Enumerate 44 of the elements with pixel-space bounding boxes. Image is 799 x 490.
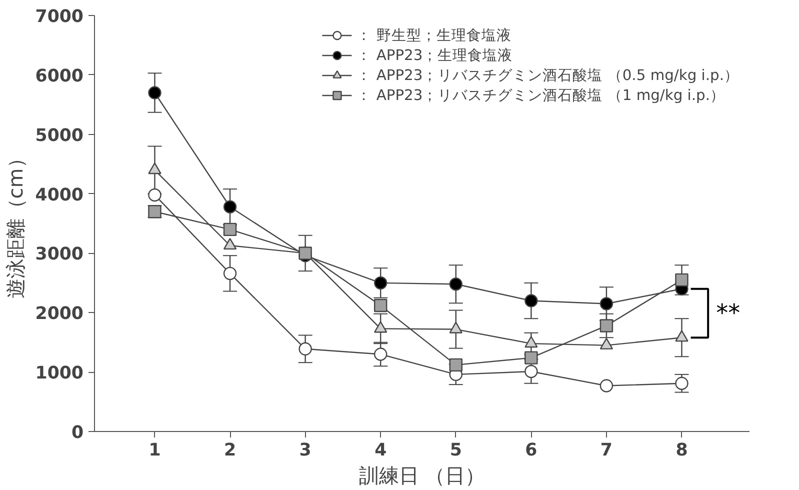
x-tick-label: 3: [299, 440, 312, 460]
x-tick-label: 2: [224, 440, 236, 460]
y-axis-title: 遊泳距離（cm）: [3, 148, 28, 299]
point: [298, 246, 312, 260]
point: [374, 298, 388, 312]
point: [374, 276, 388, 290]
point: [223, 222, 237, 236]
legend-label: ： 野生型；生理食塩液: [356, 26, 512, 44]
x-tick-label: 4: [374, 440, 387, 460]
y-tick-label: 3000: [35, 244, 84, 265]
point: [524, 336, 538, 348]
x-tick-label: 6: [525, 440, 538, 460]
point: [148, 188, 162, 202]
point: [524, 364, 538, 378]
point: [223, 200, 237, 214]
point: [374, 348, 388, 361]
point: [600, 379, 614, 392]
point: [675, 376, 688, 390]
y-tick-label: 7000: [35, 7, 84, 27]
point: [524, 294, 538, 308]
x-tick-label: 8: [676, 440, 688, 460]
x-tick-label: 7: [600, 440, 612, 460]
y-tick-label: 2000: [35, 304, 84, 324]
point: [600, 297, 614, 310]
point: [223, 266, 237, 280]
y-tick-label: 4000: [35, 185, 84, 206]
point: [524, 351, 538, 364]
point: [298, 342, 312, 356]
y-tick-label: 6000: [35, 66, 84, 86]
y-tick-label: 1000: [35, 364, 84, 384]
legend-label: ： APP23；リバスチグミン酒石酸塩 （0.5 mg/kg i.p.）: [356, 66, 739, 84]
legend-label: ： APP23；リバスチグミン酒石酸塩 （1 mg/kg i.p.）: [356, 86, 726, 104]
point: [675, 273, 688, 287]
legend-label: ： APP23；生理食塩液: [356, 46, 513, 64]
x-tick-label: 5: [450, 440, 462, 460]
point: [449, 278, 462, 291]
y-tick-label: 0: [71, 423, 84, 443]
point: [148, 86, 162, 100]
x-axis-title: 訓練日 （日）: [358, 464, 486, 488]
x-tick-label: 1: [148, 440, 161, 460]
point: [449, 358, 462, 372]
y-tick-label: 5000: [35, 126, 84, 146]
annotation: **: [716, 299, 740, 328]
point: [600, 319, 614, 332]
